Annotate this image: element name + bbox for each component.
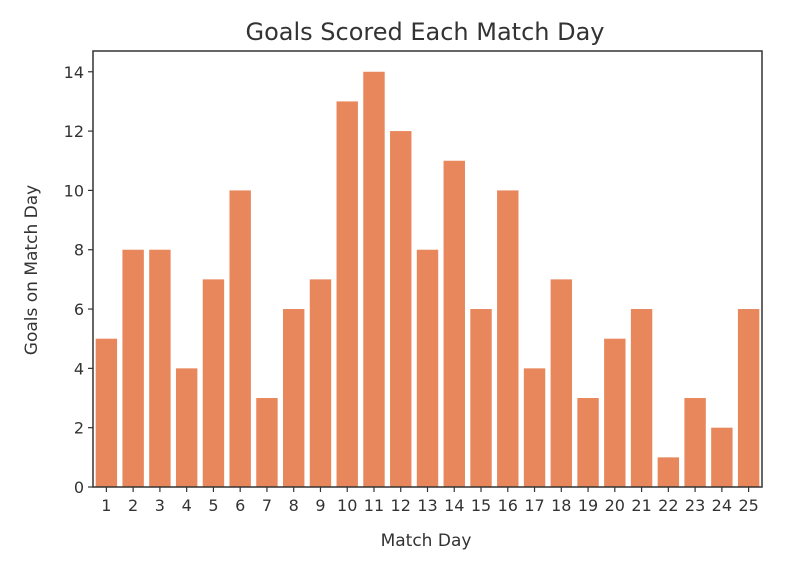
- bar-match-day-2: [122, 249, 144, 487]
- bar-match-day-12: [390, 131, 412, 487]
- x-tick-label: 16: [498, 496, 518, 515]
- bar-match-day-22: [657, 457, 680, 487]
- x-tick-label: 7: [262, 496, 272, 515]
- y-tick-label: 2: [74, 419, 84, 438]
- y-tick-label: 10: [64, 181, 84, 200]
- y-tick-label: 12: [64, 122, 84, 141]
- x-tick-label: 10: [337, 496, 357, 515]
- x-tick-label: 15: [471, 496, 491, 515]
- y-tick-label: 4: [74, 359, 84, 378]
- x-tick-label: 25: [738, 496, 758, 515]
- bar-match-day-18: [550, 279, 573, 487]
- x-tick-label: 20: [605, 496, 625, 515]
- x-tick-label: 24: [712, 496, 732, 515]
- bars-layer: [95, 71, 760, 488]
- x-tick-label: 13: [417, 496, 437, 515]
- bar-match-day-16: [497, 190, 519, 487]
- x-tick-label: 1: [101, 496, 111, 515]
- x-tick-label: 6: [235, 496, 245, 515]
- x-tick-label: 12: [391, 496, 411, 515]
- plot-frame: [92, 50, 763, 488]
- bar-match-day-6: [229, 190, 251, 487]
- bar-match-day-7: [256, 398, 278, 487]
- bar-match-day-8: [283, 309, 305, 487]
- y-tick-label: 14: [64, 63, 84, 82]
- bar-match-day-24: [711, 427, 733, 487]
- x-tick-label: 22: [658, 496, 678, 515]
- bar-match-day-4: [175, 368, 198, 487]
- bar-match-day-5: [202, 279, 225, 487]
- x-tick-label: 17: [524, 496, 544, 515]
- chart-title: Goals Scored Each Match Day: [245, 18, 604, 46]
- x-tick-label: 23: [685, 496, 705, 515]
- x-tick-label: 18: [551, 496, 571, 515]
- bar-match-day-3: [149, 249, 171, 487]
- bar-match-day-25: [737, 309, 760, 487]
- x-tick-label: 5: [208, 496, 218, 515]
- bar-match-day-15: [470, 309, 492, 487]
- bar-match-day-10: [336, 101, 358, 488]
- bar-match-day-9: [309, 279, 332, 487]
- bar-match-day-20: [604, 338, 626, 487]
- x-tick-label: 19: [578, 496, 598, 515]
- x-tick-label: 2: [128, 496, 138, 515]
- bar-match-day-11: [363, 71, 385, 487]
- x-tick-label: 9: [315, 496, 325, 515]
- bar-match-day-17: [523, 368, 546, 487]
- x-tick-label: 4: [182, 496, 192, 515]
- x-tick-label: 8: [289, 496, 299, 515]
- y-tick-label: 8: [74, 241, 84, 260]
- y-axis-label: Goals on Match Day: [22, 185, 42, 355]
- y-tick-label: 6: [74, 300, 84, 319]
- x-tick-label: 3: [155, 496, 165, 515]
- bar-match-day-19: [577, 398, 599, 487]
- x-axis-label: Match Day: [381, 531, 472, 551]
- x-tick-label: 21: [631, 496, 651, 515]
- bar-match-day-14: [443, 160, 465, 488]
- bar-match-day-1: [95, 338, 118, 487]
- bar-match-day-21: [630, 309, 653, 487]
- x-tick-label: 11: [364, 496, 384, 515]
- bar-match-day-13: [416, 249, 439, 487]
- bar-match-day-23: [684, 398, 706, 487]
- y-tick-label: 0: [74, 478, 84, 497]
- ticks-layer: 1 2 3 4 5 6 7 8 9 10 11 12 13 14 15 16 17 18 19 20 21 22 23 24 2…: [64, 63, 759, 515]
- x-tick-label: 14: [444, 496, 464, 515]
